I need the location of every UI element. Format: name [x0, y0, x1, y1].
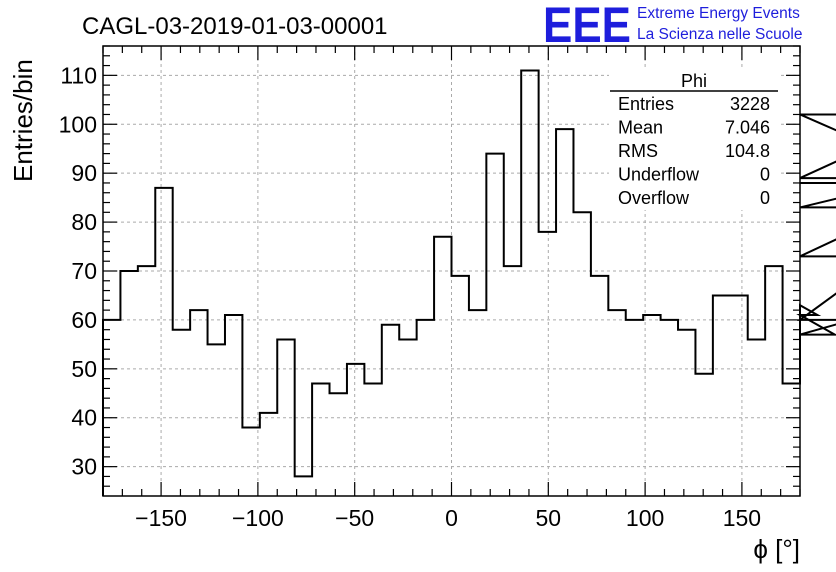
- stats-row-label: Overflow: [618, 188, 690, 208]
- histogram-bin: [190, 310, 207, 496]
- stats-row-value: 3228: [730, 94, 770, 114]
- stats-row-value: 104.8: [725, 141, 770, 161]
- eee-logo-icon: EEE: [543, 0, 631, 53]
- logo-line-1: Extreme Energy Events: [637, 5, 800, 22]
- stats-row-label: Mean: [618, 118, 663, 138]
- logo-line-2: La Scienza nelle Scuole: [637, 26, 802, 43]
- histogram-bin: [452, 276, 469, 496]
- histogram-bin: [173, 330, 190, 496]
- y-tick-label: 50: [71, 356, 97, 382]
- y-tick-label: 90: [71, 160, 97, 186]
- x-tick-labels: −150 −100 −50 0 50 100 150: [135, 505, 761, 531]
- histogram-bin: [312, 384, 329, 497]
- histogram-bin: [120, 271, 137, 496]
- histogram-bin: [661, 320, 678, 496]
- histogram-bin: [608, 310, 625, 496]
- histogram-bin: [260, 413, 277, 496]
- stats-title: Phi: [681, 71, 707, 91]
- histogram-bin: [138, 266, 155, 496]
- histogram-bin: [347, 364, 364, 496]
- stats-row-value: 0: [760, 188, 770, 208]
- stats-box-background: [609, 70, 779, 210]
- x-tick-label: 0: [445, 505, 458, 531]
- histogram-bin: [382, 325, 399, 496]
- y-tick-label: 110: [60, 62, 97, 88]
- histogram-bin: [591, 276, 608, 496]
- histogram-bin: [399, 339, 416, 496]
- histogram-bin: [295, 476, 312, 496]
- histogram-bin: [277, 339, 294, 496]
- histogram-bin: [713, 295, 730, 496]
- x-axis-label: ϕ [°]: [753, 534, 800, 564]
- histogram-bin: [573, 212, 590, 496]
- histogram-bin: [765, 266, 782, 496]
- histogram-bin: [103, 320, 120, 496]
- stats-box: Phi Entries 3228 Mean 7.046 RMS 104.8 Underflo…: [609, 70, 779, 210]
- x-tick-label: −100: [232, 505, 284, 531]
- histogram-outline: [102, 69, 836, 496]
- histogram-bin: [626, 320, 643, 496]
- histogram-bin: [242, 428, 259, 496]
- histogram-bin: [521, 70, 538, 496]
- y-tick-label: 60: [71, 307, 97, 333]
- histogram-bin: [678, 330, 695, 496]
- histogram-bin: [434, 237, 451, 496]
- histogram-bin: [225, 315, 242, 496]
- x-tick-label: 50: [536, 505, 562, 531]
- histogram-bin: [556, 129, 573, 496]
- stats-row-value: 7.046: [725, 118, 770, 138]
- histogram-bin: [417, 320, 434, 496]
- y-tick-label: 40: [71, 405, 97, 431]
- histogram-bin: [643, 315, 660, 496]
- x-tick-label: −150: [135, 505, 187, 531]
- x-tick-label: 100: [626, 505, 664, 531]
- y-tick-label: 100: [59, 111, 97, 137]
- stats-row-label: Underflow: [618, 165, 700, 185]
- y-tick-label: 80: [71, 209, 97, 235]
- histogram-bin: [730, 295, 747, 496]
- plot-frame: [102, 45, 801, 497]
- histogram-bin: [695, 374, 712, 496]
- x-tick-label: 150: [723, 505, 761, 531]
- histogram-bin: [469, 310, 486, 496]
- histogram-bin: [783, 384, 800, 497]
- stats-row-value: 0: [760, 165, 770, 185]
- histogram-bin: [330, 393, 347, 496]
- histogram-bin: [208, 344, 225, 496]
- y-axis-label: Entries/bin: [8, 59, 38, 182]
- histogram-bin: [155, 188, 172, 496]
- y-tick-labels: 30 40 50 60 70 80 90 100 110: [59, 62, 97, 479]
- chart-title: CAGL-03-2019-01-03-00001: [82, 13, 388, 40]
- y-tick-label: 70: [71, 258, 97, 284]
- histogram-bin: [748, 339, 765, 496]
- histogram-bin: [539, 232, 556, 496]
- histogram-bin: [504, 266, 521, 496]
- y-tick-label: 30: [71, 454, 97, 480]
- histogram-bin: [486, 154, 503, 496]
- stats-rows: Entries 3228 Mean 7.046 RMS 104.8 Underflow 0 Ov…: [618, 94, 770, 208]
- stats-row-label: RMS: [618, 141, 658, 161]
- stats-row-label: Entries: [618, 94, 674, 114]
- histogram-bin: [364, 384, 381, 497]
- x-tick-label: −50: [335, 505, 374, 531]
